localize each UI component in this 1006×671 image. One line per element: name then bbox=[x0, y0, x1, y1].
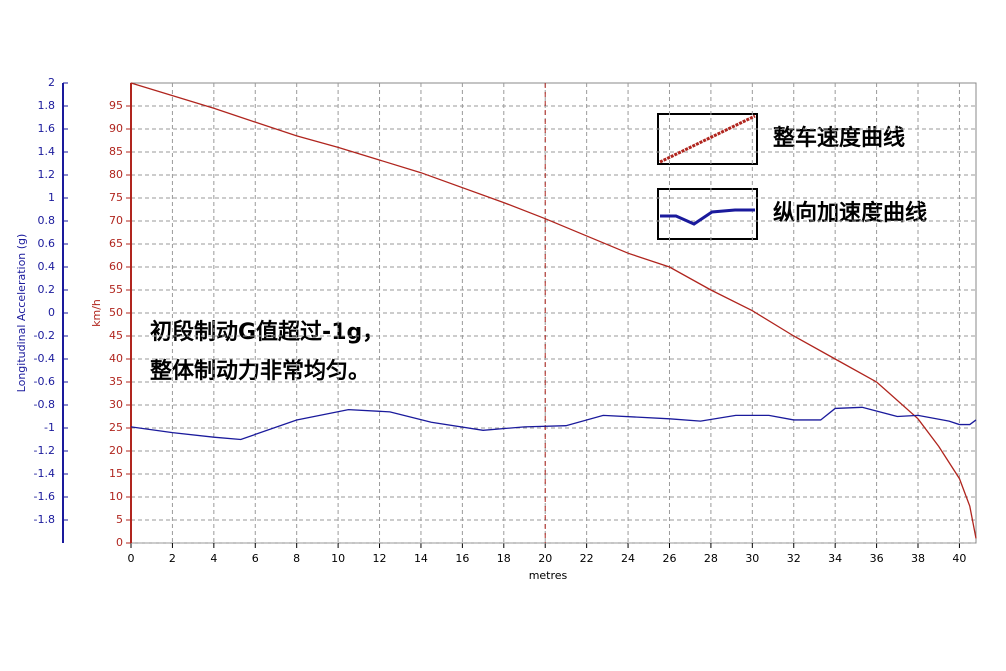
annotation: 整体制动力非常均匀。 bbox=[150, 358, 370, 384]
x-tick-label: 28 bbox=[704, 552, 718, 565]
y-tick-label: 0.4 bbox=[38, 260, 56, 273]
y2-tick-label: 85 bbox=[109, 145, 123, 158]
y2-tick-label: 25 bbox=[109, 421, 123, 434]
y-tick-label: 0.2 bbox=[38, 283, 56, 296]
y2-tick-label: 55 bbox=[109, 283, 123, 296]
y-tick-label: -0.6 bbox=[34, 375, 55, 388]
y-tick-label: 0.6 bbox=[38, 237, 56, 250]
y2-tick-label: 35 bbox=[109, 375, 123, 388]
x-tick-label: 6 bbox=[252, 552, 259, 565]
y2-tick-label: 20 bbox=[109, 444, 123, 457]
x-axis-title: metres bbox=[529, 569, 568, 582]
y-tick-label: -1.2 bbox=[34, 444, 55, 457]
y-tick-label: -1 bbox=[44, 421, 55, 434]
y-tick-label: 1.2 bbox=[38, 168, 56, 181]
y2-tick-label: 80 bbox=[109, 168, 123, 181]
x-tick-label: 20 bbox=[538, 552, 552, 565]
x-tick-label: 4 bbox=[210, 552, 217, 565]
y2-tick-label: 50 bbox=[109, 306, 123, 319]
x-tick-label: 34 bbox=[828, 552, 842, 565]
x-tick-label: 18 bbox=[497, 552, 511, 565]
x-tick-label: 2 bbox=[169, 552, 176, 565]
series-line bbox=[130, 406, 977, 441]
x-tick-label: 14 bbox=[414, 552, 428, 565]
y-tick-label: -0.8 bbox=[34, 398, 55, 411]
legend-swatch bbox=[660, 208, 755, 226]
y-tick-label: 0 bbox=[48, 306, 55, 319]
x-tick-label: 12 bbox=[373, 552, 387, 565]
y-tick-label: 2 bbox=[48, 76, 55, 89]
y-tick-label: -1.6 bbox=[34, 490, 55, 503]
x-tick-label: 8 bbox=[293, 552, 300, 565]
x-tick-label: 16 bbox=[455, 552, 469, 565]
y-tick-label: 1.6 bbox=[38, 122, 56, 135]
y2-tick-label: 90 bbox=[109, 122, 123, 135]
y-tick-label: 1.4 bbox=[38, 145, 56, 158]
legend-swatch bbox=[659, 114, 756, 164]
y2-tick-label: 75 bbox=[109, 191, 123, 204]
x-tick-label: 22 bbox=[580, 552, 594, 565]
y2-tick-label: 40 bbox=[109, 352, 123, 365]
y-tick-label: -0.4 bbox=[34, 352, 55, 365]
x-tick-label: 10 bbox=[331, 552, 345, 565]
x-tick-label: 40 bbox=[952, 552, 966, 565]
x-tick-label: 26 bbox=[662, 552, 676, 565]
y2-axis-title: km/h bbox=[90, 299, 103, 327]
x-tick-label: 36 bbox=[870, 552, 884, 565]
annotation: 初段制动G值超过-1g， bbox=[150, 319, 384, 345]
y2-tick-label: 60 bbox=[109, 260, 123, 273]
x-tick-label: 0 bbox=[128, 552, 135, 565]
y2-tick-label: 30 bbox=[109, 398, 123, 411]
y2-tick-label: 45 bbox=[109, 329, 123, 342]
y-axis-title: Longitudinal Acceleration (g) bbox=[15, 234, 28, 393]
y-tick-label: -1.8 bbox=[34, 513, 55, 526]
y-tick-label: 0.8 bbox=[38, 214, 56, 227]
y2-tick-label: 65 bbox=[109, 237, 123, 250]
x-tick-label: 38 bbox=[911, 552, 925, 565]
y2-tick-label: 0 bbox=[116, 536, 123, 549]
y-tick-label: -1.4 bbox=[34, 467, 55, 480]
y2-tick-label: 10 bbox=[109, 490, 123, 503]
series-line bbox=[130, 82, 977, 539]
y-tick-label: -0.2 bbox=[34, 329, 55, 342]
x-tick-label: 32 bbox=[787, 552, 801, 565]
y2-tick-label: 70 bbox=[109, 214, 123, 227]
legend-label: 纵向加速度曲线 bbox=[773, 200, 927, 226]
y2-tick-label: 95 bbox=[109, 99, 123, 112]
x-tick-label: 30 bbox=[745, 552, 759, 565]
y-tick-label: 1 bbox=[48, 191, 55, 204]
y2-tick-label: 5 bbox=[116, 513, 123, 526]
y2-tick-label: 15 bbox=[109, 467, 123, 480]
x-tick-label: 24 bbox=[621, 552, 635, 565]
y-tick-label: 1.8 bbox=[38, 99, 56, 112]
